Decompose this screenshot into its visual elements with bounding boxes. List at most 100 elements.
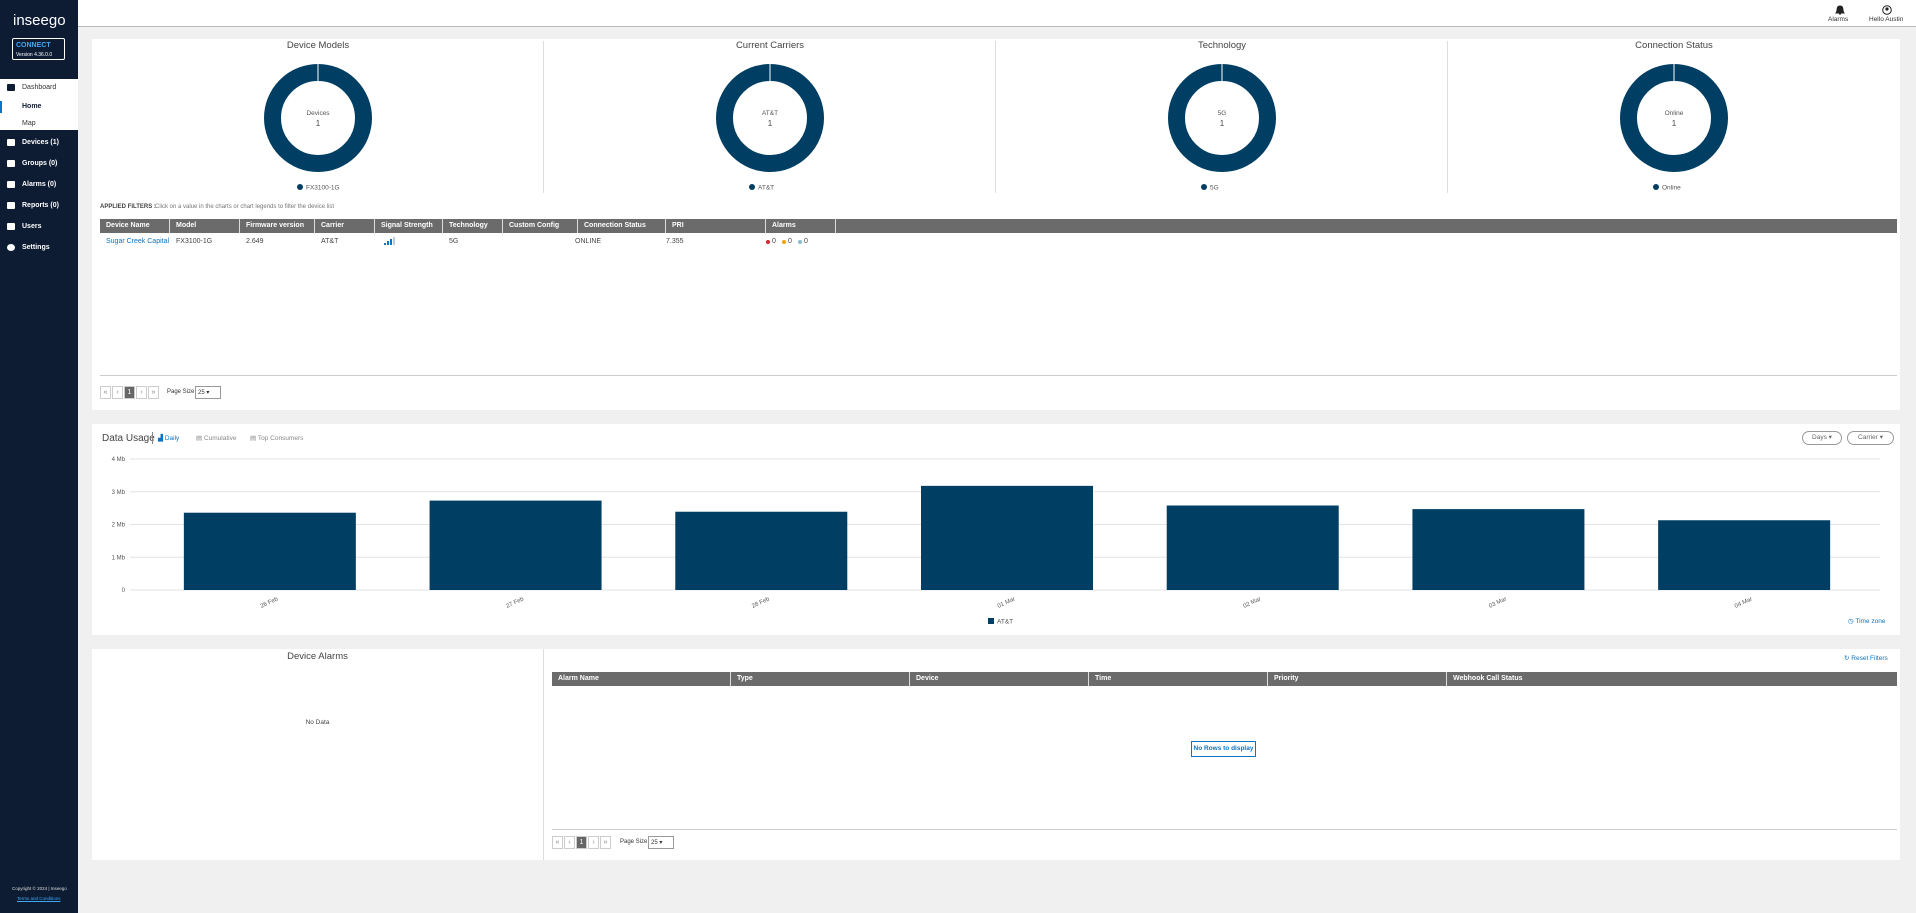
cell: 0 xyxy=(804,238,808,245)
nav-item[interactable]: Users xyxy=(22,223,42,230)
filters-label: APPLIED FILTERS : xyxy=(100,204,156,210)
cell: 2.649 xyxy=(246,238,264,245)
nav-icon xyxy=(7,160,15,167)
divider xyxy=(543,41,544,193)
time-zone: Time zone xyxy=(1855,618,1886,625)
tab-label: Top Consumers xyxy=(257,435,304,442)
signal-icon xyxy=(384,237,395,245)
column-header[interactable]: Priority xyxy=(1268,672,1447,686)
filter-label: Carrier xyxy=(1858,434,1878,441)
divider xyxy=(552,829,1897,830)
nav-item[interactable]: Map xyxy=(22,120,36,127)
page-size-label: Page Size xyxy=(167,389,195,395)
time-zone-link[interactable]: ◷ Time zone xyxy=(1848,618,1886,625)
days-filter[interactable]: Days ▾ xyxy=(1802,431,1842,445)
column-header[interactable]: Alarm Name xyxy=(552,672,731,686)
column-header[interactable]: PRI xyxy=(666,219,766,233)
copyright: Copyright © 2024 | Inseego xyxy=(12,886,67,891)
page-current[interactable]: 1 xyxy=(576,836,587,849)
nav-item[interactable]: Reports (0) xyxy=(22,202,59,209)
nav-item[interactable]: Groups (0) xyxy=(22,160,58,167)
minor-dot xyxy=(798,240,802,244)
terms-link[interactable]: Terms and Conditions xyxy=(17,896,61,901)
user-menu[interactable]: Hello Austin xyxy=(1869,16,1904,23)
summary-panel: APPLIED FILTERS : Click on a value in th… xyxy=(92,39,1900,410)
nav-icon xyxy=(7,223,15,230)
column-header[interactable]: Connection Status xyxy=(578,219,666,233)
column-header[interactable]: Time xyxy=(1089,672,1268,686)
nav-icon xyxy=(7,84,15,91)
column-header[interactable]: Model xyxy=(170,219,240,233)
cell: 7.355 xyxy=(666,238,684,245)
page-size-label: Page Size xyxy=(620,839,648,845)
data-usage-panel: Data Usage ▟ Daily ▤ Cumulative ▤ Top Co… xyxy=(92,424,1900,635)
divider xyxy=(152,432,153,444)
cell: 0 xyxy=(772,238,776,245)
reset-label: Reset Filters xyxy=(1851,655,1888,662)
tab[interactable]: ▤ Top Consumers xyxy=(250,435,304,442)
carrier-filter[interactable]: Carrier ▾ xyxy=(1847,431,1894,445)
divider xyxy=(1447,41,1448,193)
top-bar: Alarms Hello Austin xyxy=(78,0,1916,27)
nav-item[interactable]: Home xyxy=(22,103,42,110)
column-header[interactable]: Device Name xyxy=(100,219,170,233)
filter-label: Days xyxy=(1812,434,1827,441)
empty-message: No Data xyxy=(305,719,330,726)
page-prev[interactable]: ‹ xyxy=(564,836,575,849)
alarm-table-header: Alarm Name Type Device Time Priority Web… xyxy=(552,672,1897,686)
column-header[interactable]: Firmware version xyxy=(240,219,315,233)
cell: 0 xyxy=(788,238,792,245)
page-next[interactable]: › xyxy=(136,386,147,399)
column-header[interactable]: Device xyxy=(910,672,1089,686)
nav-icon xyxy=(7,181,15,188)
column-header[interactable]: Carrier xyxy=(315,219,375,233)
page-size: 25 xyxy=(198,390,205,396)
nav-icon xyxy=(7,244,15,251)
cell: 5G xyxy=(449,238,459,245)
page-size-select[interactable]: 25 ▾ xyxy=(648,836,674,849)
tab[interactable]: ▤ Cumulative xyxy=(196,435,237,442)
cell: ONLINE xyxy=(575,238,602,245)
no-rows-message: No Rows to display xyxy=(1191,741,1256,757)
active-indicator xyxy=(0,101,2,113)
divider xyxy=(543,649,544,860)
reset-filters[interactable]: ↻ Reset Filters xyxy=(1844,655,1888,662)
page-first[interactable]: « xyxy=(552,836,563,849)
tab-active[interactable]: ▟ Daily xyxy=(158,435,180,442)
page-last[interactable]: » xyxy=(148,386,159,399)
column-header[interactable]: Alarms xyxy=(766,219,836,233)
page-prev[interactable]: ‹ xyxy=(112,386,123,399)
page-size-select[interactable]: 25 ▾ xyxy=(195,386,221,399)
divider xyxy=(100,375,1897,376)
column-header[interactable]: Technology xyxy=(443,219,503,233)
column-header[interactable]: Type xyxy=(731,672,910,686)
page-size: 25 xyxy=(651,840,658,846)
alarms-link[interactable]: Alarms xyxy=(1828,16,1849,23)
device-table-header: Device Name Model Firmware version Carri… xyxy=(100,219,1897,233)
page-next[interactable]: › xyxy=(588,836,599,849)
nav-item[interactable]: Dashboard xyxy=(22,84,57,91)
tab-label: Cumulative xyxy=(203,435,237,442)
nav-item[interactable]: Alarms (0) xyxy=(22,181,57,188)
page-first[interactable]: « xyxy=(100,386,111,399)
column-header[interactable]: Custom Config xyxy=(503,219,578,233)
nav-item[interactable]: Devices (1) xyxy=(22,139,59,146)
nav-item[interactable]: Settings xyxy=(22,244,50,251)
nav-icon xyxy=(7,139,15,146)
sidebar: inseego CONNECT Version 4.36.0.0 Dashboa… xyxy=(0,0,78,913)
user-icon xyxy=(1882,5,1892,15)
page-last[interactable]: » xyxy=(600,836,611,849)
critical-dot xyxy=(766,240,770,244)
column-header[interactable]: Webhook Call Status xyxy=(1453,675,1523,682)
tab-label: Daily xyxy=(164,435,180,442)
page-current[interactable]: 1 xyxy=(124,386,135,399)
device-link[interactable]: Sugar Creek Capital xyxy=(106,238,170,245)
column-header[interactable]: Signal Strength xyxy=(375,219,443,233)
product: CONNECT xyxy=(16,42,51,49)
alarms-panel: Device Alarms No Data ↻ Reset Filters Al… xyxy=(92,649,1900,860)
bell-icon xyxy=(1835,5,1845,15)
filters-hint: Click on a value in the charts or chart … xyxy=(155,204,335,210)
major-dot xyxy=(782,240,786,244)
product-box: CONNECT Version 4.36.0.0 xyxy=(12,38,65,60)
